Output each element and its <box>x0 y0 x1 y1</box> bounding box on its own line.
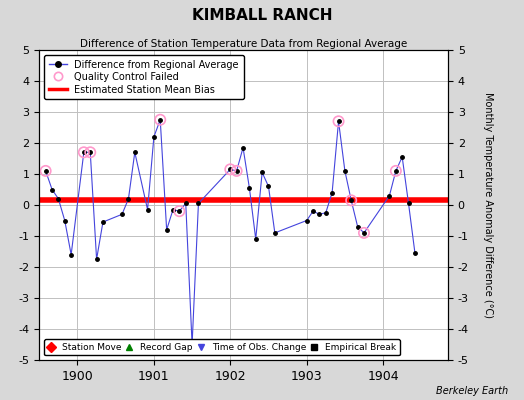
Y-axis label: Monthly Temperature Anomaly Difference (°C): Monthly Temperature Anomaly Difference (… <box>483 92 493 318</box>
Point <box>233 168 241 174</box>
Point <box>175 208 183 214</box>
Point <box>86 149 94 156</box>
Point <box>391 168 400 174</box>
Text: KIMBALL RANCH: KIMBALL RANCH <box>192 8 332 23</box>
Legend: Station Move, Record Gap, Time of Obs. Change, Empirical Break: Station Move, Record Gap, Time of Obs. C… <box>44 339 400 356</box>
Point <box>41 168 50 174</box>
Point <box>334 118 343 124</box>
Point <box>360 230 368 236</box>
Text: Berkeley Earth: Berkeley Earth <box>436 386 508 396</box>
Point <box>156 116 165 123</box>
Title: Difference of Station Temperature Data from Regional Average: Difference of Station Temperature Data f… <box>80 39 407 49</box>
Point <box>80 149 88 156</box>
Point <box>226 166 234 172</box>
Point <box>347 197 355 204</box>
